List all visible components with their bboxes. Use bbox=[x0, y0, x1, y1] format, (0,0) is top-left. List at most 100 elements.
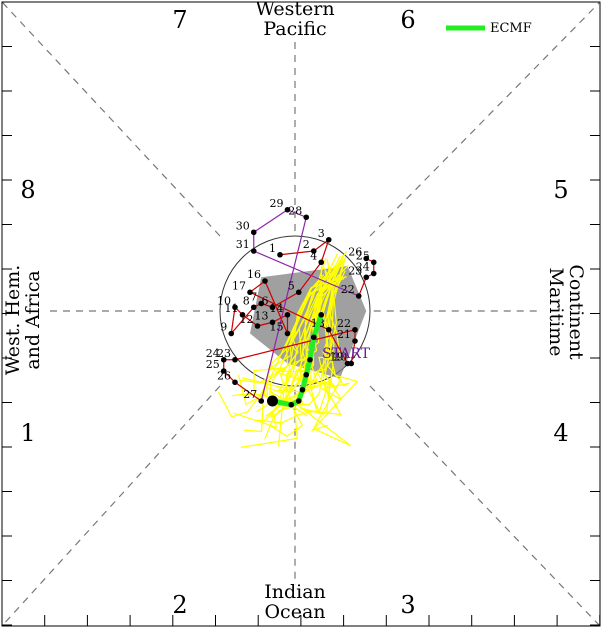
observed-day-label: 9 bbox=[220, 321, 227, 334]
observed-point bbox=[247, 289, 253, 296]
observed-day-label: 28 bbox=[288, 204, 302, 217]
start-label: START bbox=[322, 346, 371, 362]
phase-number-8: 8 bbox=[20, 176, 35, 204]
observed-point bbox=[363, 255, 370, 262]
observed-point bbox=[284, 311, 291, 318]
region-left-line1: West. Hem. bbox=[2, 265, 24, 376]
spread-shading bbox=[250, 266, 367, 379]
observed-point bbox=[232, 379, 238, 386]
observed-day-label: 26 bbox=[348, 246, 362, 259]
observed-point bbox=[352, 326, 358, 333]
observed-day-label: 14 bbox=[270, 302, 284, 315]
observed-point bbox=[348, 360, 355, 367]
ensemble-mean-point bbox=[288, 401, 295, 408]
phase-number-7: 7 bbox=[172, 6, 187, 34]
observed-day-label: 16 bbox=[247, 268, 261, 281]
observed-day-label: 19 bbox=[330, 351, 344, 364]
observed-point bbox=[262, 278, 268, 284]
observed-segment bbox=[287, 209, 307, 218]
observed-point bbox=[303, 214, 310, 221]
axes-layer bbox=[1, 1, 601, 627]
observed-point bbox=[239, 311, 246, 318]
diagonal-lower-left bbox=[1, 385, 221, 627]
observed-point bbox=[370, 259, 377, 266]
phase-number-6: 6 bbox=[400, 6, 415, 34]
ensemble-member-line bbox=[241, 259, 344, 391]
observed-point bbox=[352, 338, 358, 344]
observed-point bbox=[254, 323, 261, 329]
observed-day-label: 13 bbox=[255, 309, 269, 322]
observed-day-label: 26 bbox=[217, 369, 231, 382]
observed-day-label: 31 bbox=[236, 238, 250, 251]
observed-day-label: 27 bbox=[243, 388, 257, 401]
observed-day-label: 24 bbox=[356, 261, 370, 274]
ensemble-members-layer bbox=[217, 250, 359, 448]
observed-day-label: 25 bbox=[206, 358, 220, 371]
phase-number-4: 4 bbox=[553, 419, 568, 447]
observed-point bbox=[370, 270, 377, 277]
ensemble-member-line bbox=[309, 267, 341, 387]
forecast-end-marker bbox=[267, 395, 278, 407]
observed-day-label: 22 bbox=[341, 283, 355, 296]
observed-point bbox=[310, 248, 317, 254]
diagonal-lower-right bbox=[369, 385, 601, 627]
phase-number-3: 3 bbox=[400, 591, 415, 619]
region-bottom-line1: Indian bbox=[264, 581, 326, 603]
observed-point bbox=[232, 356, 238, 363]
observed-day-label: 2 bbox=[303, 238, 310, 251]
observed-segment bbox=[242, 314, 258, 327]
ensemble-mean-point bbox=[318, 311, 325, 318]
ensemble-member-line bbox=[320, 261, 350, 401]
ensemble-mean-point bbox=[310, 334, 317, 341]
observed-point bbox=[250, 229, 257, 236]
observed-segment bbox=[249, 291, 330, 331]
phase-number-5: 5 bbox=[553, 176, 568, 204]
observed-segment bbox=[253, 209, 288, 233]
observed-segment bbox=[234, 381, 262, 402]
observed-day-label: 1 bbox=[269, 242, 276, 255]
observed-segment bbox=[230, 306, 255, 334]
observed-point bbox=[228, 330, 235, 337]
observed-segment bbox=[230, 307, 236, 334]
observed-segment bbox=[279, 250, 314, 256]
observed-point bbox=[284, 206, 291, 213]
region-bottom-line2: Ocean bbox=[264, 601, 325, 623]
observed-segment bbox=[264, 280, 289, 334]
phase-number-1: 1 bbox=[20, 419, 35, 447]
observed-day-label: 12 bbox=[240, 313, 254, 326]
observed-day-label: 15 bbox=[270, 321, 284, 334]
observed-point bbox=[284, 330, 291, 337]
observed-segment bbox=[298, 261, 322, 293]
ensemble-member-line bbox=[289, 256, 352, 447]
observed-day-label: 11 bbox=[225, 302, 239, 315]
observed-segment bbox=[249, 280, 266, 293]
ensemble-mean-point bbox=[307, 356, 313, 363]
diagonal-upper-right bbox=[369, 1, 601, 237]
legend-label: ECMF bbox=[490, 21, 532, 36]
observed-point bbox=[295, 289, 302, 296]
ensemble-mean-point bbox=[303, 371, 310, 378]
observed-day-label: 3 bbox=[318, 227, 325, 240]
observed-segment bbox=[234, 329, 356, 361]
ensemble-member-line bbox=[287, 266, 333, 406]
observed-day-label: 20 bbox=[333, 351, 347, 364]
region-right-line2: Continent bbox=[565, 264, 587, 360]
observed-day-label: 6 bbox=[262, 294, 269, 307]
observed-day-label: 22 bbox=[337, 317, 351, 330]
observed-segment bbox=[313, 239, 330, 252]
observed-point bbox=[250, 248, 257, 254]
observed-point bbox=[258, 398, 265, 404]
observed-day-label: 8 bbox=[243, 294, 250, 307]
observed-segment bbox=[253, 250, 359, 297]
ensemble-mean-point bbox=[295, 398, 302, 404]
observed-day-label: 5 bbox=[288, 279, 295, 292]
observed-segment bbox=[358, 277, 367, 297]
ensemble-mean-point bbox=[299, 386, 306, 393]
shading-layer bbox=[250, 266, 367, 379]
observed-point bbox=[220, 368, 227, 374]
region-top-line2: Pacific bbox=[263, 18, 326, 40]
observed-day-label: 17 bbox=[232, 279, 246, 292]
observed-point bbox=[325, 326, 332, 333]
observed-point bbox=[269, 304, 276, 311]
